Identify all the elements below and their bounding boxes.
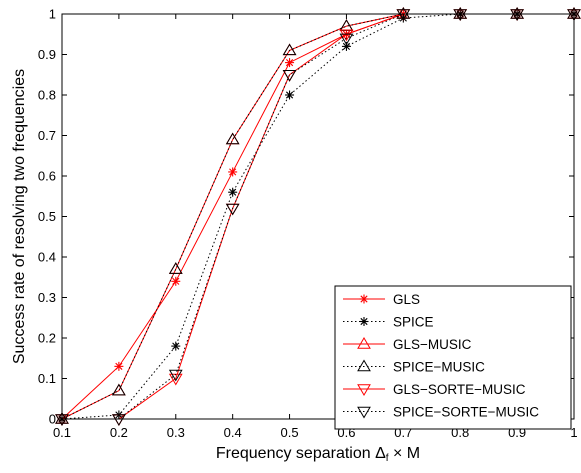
legend-marker [357, 406, 371, 419]
data-point [453, 9, 468, 21]
legend-item: SPICE−SORTE−MUSIC [343, 405, 539, 420]
legend-item: SPICE−MUSIC [343, 360, 485, 375]
legend-item: GLS−SORTE−MUSIC [343, 382, 526, 397]
data-point [171, 276, 181, 286]
legend-marker [357, 359, 371, 372]
x-axis-label-suffix: × M [389, 445, 421, 462]
y-tick-label: 0.6 [38, 169, 56, 184]
data-point [396, 9, 411, 21]
data-point [168, 262, 183, 274]
legend-label: GLS−SORTE−MUSIC [393, 382, 526, 397]
legend-item: GLS [343, 292, 420, 307]
y-tick-label: 0 [49, 412, 56, 427]
data-point [112, 383, 126, 396]
data-point [228, 187, 238, 197]
legend-marker [359, 317, 369, 326]
legend-label: GLS [393, 292, 420, 307]
y-tick-label: 1 [49, 7, 56, 22]
legend-label: SPICE−SORTE−MUSIC [393, 405, 539, 420]
y-tick-label: 0.1 [38, 371, 56, 386]
series-line [61, 13, 574, 420]
data-point [225, 203, 240, 216]
legend: GLS SPICE GLS−MUSIC SPICE−MUSIC GLS−SORTE−MU… [334, 285, 572, 430]
y-tick-label: 0.8 [38, 88, 56, 103]
legend-marker [359, 294, 369, 304]
x-axis-label: Frequency separation Δf × M [216, 445, 420, 464]
x-tick-label: 0.3 [167, 425, 185, 440]
axes-layer: 0.1 0.2 0.3 0.4 0.5 0.6 0.7 0.8 0.9 100.10.20.30.… [38, 7, 578, 441]
data-point [339, 33, 354, 46]
x-axis-label-prefix: Frequency separation [216, 445, 375, 462]
y-tick-label: 0.3 [38, 290, 56, 305]
y-tick-label: 0.4 [38, 250, 56, 265]
data-point [228, 167, 238, 177]
data-point [171, 341, 181, 351]
data-point [225, 132, 240, 145]
data-point [282, 43, 297, 56]
x-axis-label-subscript: f [386, 453, 389, 464]
legend-marker [357, 384, 371, 396]
x-axis-label-delta: Δ [375, 445, 386, 462]
legend-label: SPICE [393, 315, 434, 330]
legend-item: GLS−MUSIC [343, 337, 472, 352]
data-point [168, 369, 183, 382]
x-tick-label: 1 [570, 425, 577, 440]
y-tick-label: 0.9 [38, 47, 56, 62]
data-point [282, 70, 297, 82]
y-tick-label: 0.5 [38, 209, 56, 224]
y-tick-label: 0.7 [38, 128, 56, 143]
x-tick-label: 0.1 [53, 425, 71, 440]
y-tick-label: 0.2 [38, 331, 56, 346]
legend-label: SPICE−MUSIC [393, 360, 485, 375]
legend-label: GLS−MUSIC [393, 337, 472, 352]
x-tick-label: 0.2 [110, 425, 128, 440]
data-point [285, 90, 295, 100]
data-point [285, 58, 295, 68]
data-point [55, 412, 69, 424]
legend-marker [357, 337, 371, 349]
data-point [567, 9, 581, 21]
data-point [510, 9, 524, 21]
legend-box [334, 285, 572, 430]
data-point [341, 41, 351, 51]
x-tick-label: 0.5 [281, 425, 299, 440]
legend-item: SPICE [343, 315, 434, 330]
data-point [114, 361, 124, 371]
data-point [339, 29, 354, 42]
x-tick-label: 0.4 [224, 425, 242, 440]
y-axis-label: Success rate of resolving two frequencie… [11, 69, 28, 364]
